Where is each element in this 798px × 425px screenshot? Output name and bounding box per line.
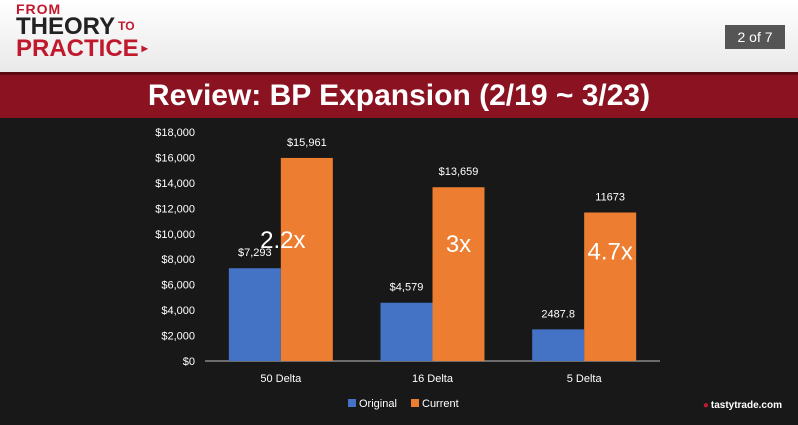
ratio-annotation: 4.7x: [587, 238, 632, 265]
logo-theory-text: THEORY: [16, 13, 116, 40]
y-tick-label: $14,000: [155, 178, 195, 190]
play-arrow-icon: ▸: [141, 41, 148, 55]
y-tick-label: $6,000: [161, 280, 195, 292]
title-bar: Review: BP Expansion (2/19 ~ 3/23): [0, 72, 798, 118]
data-label: 11673: [595, 191, 625, 203]
bar-original: [228, 268, 281, 361]
y-tick-label: $10,000: [155, 229, 195, 241]
x-tick-label: 16 Delta: [412, 373, 454, 385]
logo: FROM THEORY TO PRACTICE ▸: [16, 2, 148, 61]
brand-text: tastytrade.com: [710, 400, 782, 411]
y-tick-label: $4,000: [161, 305, 195, 317]
bar-current: [584, 212, 637, 361]
y-tick-label: $16,000: [155, 152, 195, 164]
y-tick-label: $8,000: [161, 254, 195, 266]
brand-logo: ● tastytrade.com: [703, 400, 782, 411]
legend-swatch: [411, 399, 419, 407]
logo-theory: THEORY TO: [16, 15, 148, 39]
logo-practice: PRACTICE ▸: [16, 37, 148, 61]
y-tick-label: $18,000: [155, 127, 195, 139]
data-label: $13,659: [439, 166, 479, 178]
legend-label: Current: [422, 398, 459, 410]
y-tick-label: $2,000: [161, 331, 195, 343]
slide-title: Review: BP Expansion (2/19 ~ 3/23): [147, 79, 651, 112]
bar-original: [532, 329, 585, 361]
cherry-icon: ●: [702, 400, 709, 411]
bar-original: [380, 302, 433, 361]
legend-swatch: [348, 399, 356, 407]
logo-practice-text: PRACTICE: [16, 35, 139, 62]
bar-current: [432, 187, 485, 361]
ratio-annotation: 3x: [446, 231, 471, 258]
bar-current: [280, 157, 333, 361]
x-tick-label: 5 Delta: [567, 373, 603, 385]
x-tick-label: 50 Delta: [260, 373, 302, 385]
chart-area: $0 $2,000 $4,000 $6,000 $8,000 $10,000 $12,000…: [0, 118, 798, 425]
ratio-annotation: 2.2x: [260, 227, 305, 254]
page-indicator: 2 of 7: [725, 25, 785, 49]
logo-from: FROM: [16, 1, 62, 17]
data-label: $4,579: [390, 282, 424, 294]
data-label: $15,961: [287, 137, 327, 149]
data-label: $7,293: [238, 247, 272, 259]
y-tick-label: $12,000: [155, 203, 195, 215]
data-label: 2487.8: [541, 308, 575, 320]
logo-to: TO: [118, 19, 135, 33]
legend-label: Original: [359, 398, 397, 410]
bar-chart: $0 $2,000 $4,000 $6,000 $8,000 $10,000 $12,000…: [155, 127, 660, 410]
y-tick-label: $0: [183, 356, 195, 368]
header: FROM THEORY TO PRACTICE ▸ 2 of 7: [0, 0, 798, 72]
